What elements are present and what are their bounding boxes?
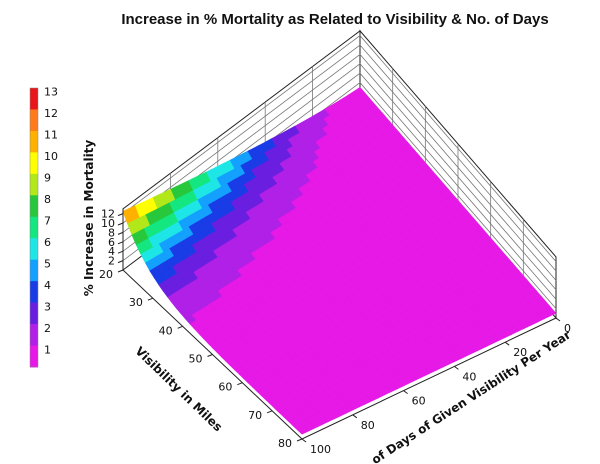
y-tick-label: 60: [218, 381, 232, 394]
z-tick-label: 12: [101, 208, 115, 221]
y-tick-mark: [207, 354, 213, 357]
x-tick-mark: [403, 390, 408, 395]
colorbar-swatch: [30, 216, 38, 239]
y-tick-mark: [177, 325, 183, 329]
colorbar-swatch: [30, 281, 38, 304]
colorbar-label: 6: [44, 236, 51, 249]
colorbar-swatch: [30, 195, 38, 218]
y-tick-label: 80: [278, 437, 292, 450]
colorbar-label: 11: [44, 129, 58, 142]
x-tick-mark: [555, 317, 561, 322]
z-tick-label: 6: [108, 236, 115, 249]
surface-cell: [296, 426, 309, 435]
y-tick-label: 20: [99, 268, 113, 281]
grid-line-z: [122, 35, 557, 262]
y-tick-mark: [296, 438, 303, 442]
x-tick-label: 60: [412, 395, 426, 408]
grid-line-z: [122, 44, 557, 272]
y-tick-label: 70: [248, 409, 262, 422]
colorbar-label: 5: [44, 257, 51, 270]
colorbar-swatch: [30, 345, 38, 368]
x-tick-label: 40: [462, 370, 476, 383]
z-tick-label: 10: [101, 217, 115, 230]
colorbar-label: 3: [44, 300, 51, 313]
y-tick-label: 40: [159, 324, 173, 337]
x-tick-mark: [352, 414, 358, 419]
x-axis-ticks: 0 20 40 60 80 100: [301, 317, 571, 456]
surface-plot: [122, 86, 557, 435]
z-tick-mark: [117, 250, 124, 254]
z-tick-label: 2: [108, 255, 115, 268]
colorbar-swatch: [30, 173, 38, 196]
colorbar-swatch: [30, 152, 38, 175]
y-tick-mark: [266, 410, 273, 414]
colorbar-swatch: [30, 130, 38, 153]
z-tick-mark: [117, 222, 124, 226]
colorbar-label: 12: [44, 107, 58, 120]
colorbar-label: 8: [44, 193, 51, 206]
y-tick-mark: [117, 269, 124, 273]
y-tick-mark: [237, 382, 243, 386]
y-tick-label: 50: [189, 353, 203, 366]
x-tick-label: 80: [361, 419, 375, 432]
colorbar-swatch: [30, 109, 38, 132]
z-tick-mark: [117, 241, 124, 245]
chart-title: Increase in % Mortality as Related to Vi…: [121, 11, 548, 28]
z-tick-mark: [117, 260, 124, 264]
colorbar-label: 2: [44, 322, 51, 335]
x-tick-label: 0: [564, 322, 571, 335]
colorbar-label: 9: [44, 172, 51, 185]
z-axis-label: % Increase in Mortality: [82, 140, 96, 297]
y-tick-label: 30: [129, 296, 143, 309]
z-tick-label: 8: [108, 226, 115, 239]
z-tick-mark: [117, 231, 124, 235]
colorbar-label: 10: [44, 150, 58, 163]
colorbar-swatch: [30, 259, 38, 282]
colorbar-frame: [29, 87, 39, 368]
x-tick-mark: [301, 438, 307, 443]
colorbar-swatch: [30, 302, 38, 325]
x-tick-mark: [504, 341, 510, 346]
y-axis-ticks: 20 30 40 50 60 70 80: [99, 268, 303, 450]
z-tick-mark: [117, 213, 124, 217]
colorbar: 13 12 11 10 9 8 7 6 5 4 3 2 1: [29, 86, 58, 368]
colorbar-label: 1: [44, 343, 51, 356]
y-tick-mark: [147, 297, 154, 301]
colorbar-label: 13: [44, 86, 58, 99]
colorbar-label: 7: [44, 215, 51, 228]
colorbar-swatch: [30, 238, 38, 261]
x-tick-mark: [454, 365, 459, 370]
colorbar-swatch: [30, 324, 38, 347]
colorbar-label: 4: [44, 279, 51, 292]
z-tick-label: 4: [108, 245, 115, 258]
colorbar-swatch: [30, 88, 38, 110]
x-tick-label: 100: [310, 443, 331, 456]
y-axis-label: Visibility in Miles: [132, 344, 225, 434]
x-tick-label: 20: [513, 346, 527, 359]
grid-line-z: [122, 53, 557, 281]
